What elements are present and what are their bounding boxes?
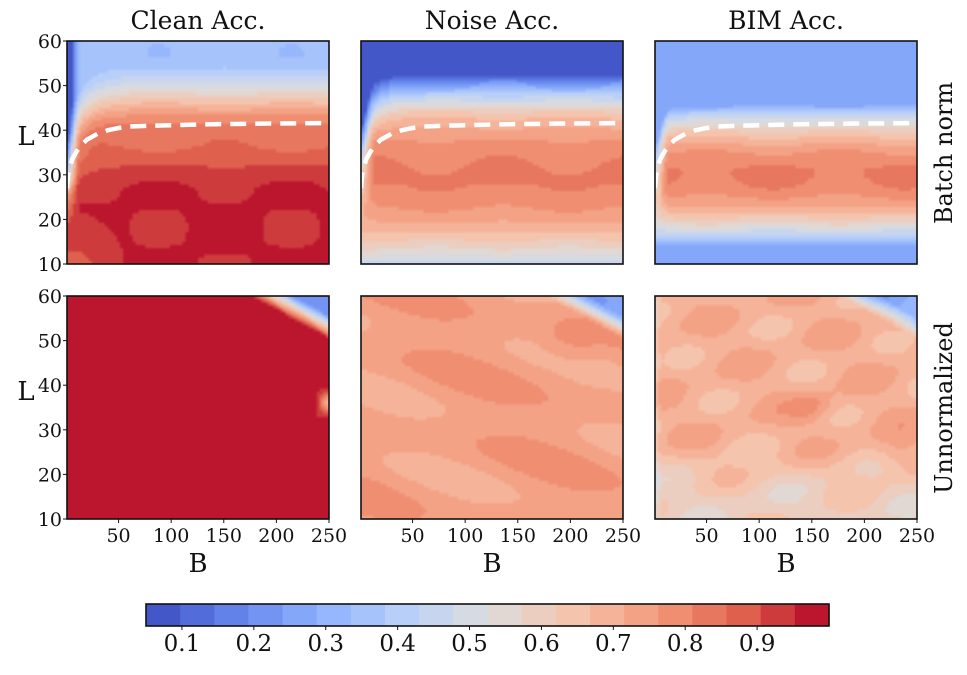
panel-frame xyxy=(360,295,624,520)
colorbar-level xyxy=(419,604,454,626)
y-tick-label: 40 xyxy=(38,120,62,142)
colorbar-tick-label: 0.3 xyxy=(307,631,344,657)
y-tick-label: 10 xyxy=(38,254,62,276)
x-tick-label: 200 xyxy=(846,525,882,547)
colorbar-level xyxy=(726,604,762,626)
x-tick-label: 50 xyxy=(694,525,718,547)
colorbar-level xyxy=(350,604,386,626)
heatmap-panel-unnormalized-bim: Unnormalized / BIM Acc. 50 100 150 200 250 xyxy=(654,295,935,547)
x-tick-label: 250 xyxy=(311,525,347,547)
panel-frame xyxy=(66,295,330,520)
y-tick-label: 30 xyxy=(38,165,62,187)
x-tick-label: 150 xyxy=(794,525,830,547)
row-label-batch-norm: Batch norm xyxy=(930,82,958,224)
heatmap-panel-unnormalized-noise: Unnormalized / Noise Acc. 50 100 150 200 250 xyxy=(360,295,641,547)
x-tick-label: 150 xyxy=(500,525,536,547)
x-tick-label: 100 xyxy=(741,525,777,547)
colorbar-level xyxy=(692,604,728,626)
colorbar-tick-label: 0.7 xyxy=(595,631,632,657)
colorbar-tick-label: 0.8 xyxy=(667,631,704,657)
colorbar-level xyxy=(453,604,489,626)
x-tick-label: 200 xyxy=(258,525,294,547)
colorbar-tick-label: 0.1 xyxy=(164,631,201,657)
colorbar-level xyxy=(589,604,625,626)
y-tick-label: 60 xyxy=(38,286,62,308)
panels: Batch norm / Clean Acc.102030405060Batch… xyxy=(38,31,935,547)
heatmap-surface xyxy=(67,41,329,264)
y-axis-label-top: L xyxy=(17,122,34,152)
x-tick-label: 100 xyxy=(153,525,189,547)
y-axis-label-bottom: L xyxy=(17,377,34,407)
panel-frame xyxy=(360,40,624,265)
y-tick-label: 30 xyxy=(38,420,62,442)
panel-frame xyxy=(66,40,330,265)
heatmap-panel-batchnorm-bim: Batch norm / BIM Acc. xyxy=(654,40,918,265)
y-tick-label: 60 xyxy=(38,31,62,53)
x-tick-label: 50 xyxy=(400,525,424,547)
heatmap-surface xyxy=(655,296,917,519)
boundary-curve xyxy=(361,120,623,189)
colorbar: 0.1 0.2 0.3 0.4 0.5 0.6 0.7 0.8 0.9 xyxy=(145,603,830,657)
y-tick-label: 50 xyxy=(38,76,62,98)
colorbar-level xyxy=(282,604,318,626)
colorbar-level xyxy=(316,604,352,626)
y-tick-label: 40 xyxy=(38,375,62,397)
colorbar-level xyxy=(487,604,523,626)
y-tick-label: 10 xyxy=(38,509,62,531)
colorbar-level xyxy=(794,604,830,626)
y-tick-label: 50 xyxy=(38,331,62,353)
colorbar-tick-label: 0.4 xyxy=(379,631,416,657)
boundary-curve xyxy=(655,120,917,189)
x-tick-label: 200 xyxy=(552,525,588,547)
heatmap-surface xyxy=(361,41,623,264)
colorbar-level xyxy=(214,604,250,626)
x-axis-label-noise: B xyxy=(482,549,501,579)
colorbar-level xyxy=(248,604,284,626)
colorbar-level xyxy=(658,604,693,626)
colorbar-tick-label: 0.9 xyxy=(739,631,776,657)
x-tick-label: 100 xyxy=(447,525,483,547)
y-tick-label: 20 xyxy=(38,209,62,231)
panel-frame xyxy=(654,295,918,520)
column-title-clean: Clean Acc. xyxy=(131,6,266,35)
colorbar-level xyxy=(521,604,557,626)
colorbar-frame xyxy=(145,603,830,627)
heatmap-panel-batchnorm-noise: Batch norm / Noise Acc. xyxy=(360,40,624,265)
colorbar-level xyxy=(555,604,591,626)
boundary-curve xyxy=(67,120,329,189)
x-tick-label: 50 xyxy=(106,525,130,547)
panel-frame xyxy=(654,40,918,265)
heatmap-surface xyxy=(67,296,329,519)
colorbar-level xyxy=(180,604,215,626)
colorbar-level xyxy=(385,604,420,626)
heatmap-surface xyxy=(655,41,917,264)
x-tick-label: 150 xyxy=(206,525,242,547)
x-axis-label-bim: B xyxy=(776,549,795,579)
colorbar-tick-label: 0.2 xyxy=(236,631,273,657)
colorbar-level xyxy=(760,604,796,626)
x-axis-label-clean: B xyxy=(188,549,207,579)
colorbar-level xyxy=(146,604,181,626)
x-tick-label: 250 xyxy=(899,525,935,547)
colorbar-level xyxy=(624,604,659,626)
column-title-bim: BIM Acc. xyxy=(728,6,844,35)
colorbar-tick-label: 0.6 xyxy=(523,631,560,657)
column-title-noise: Noise Acc. xyxy=(425,6,560,35)
row-label-unnormalized: Unnormalized xyxy=(930,322,958,494)
heatmap-surface xyxy=(361,296,623,519)
colorbar-tick-label: 0.5 xyxy=(451,631,488,657)
y-tick-label: 20 xyxy=(38,464,62,486)
x-tick-label: 250 xyxy=(605,525,641,547)
